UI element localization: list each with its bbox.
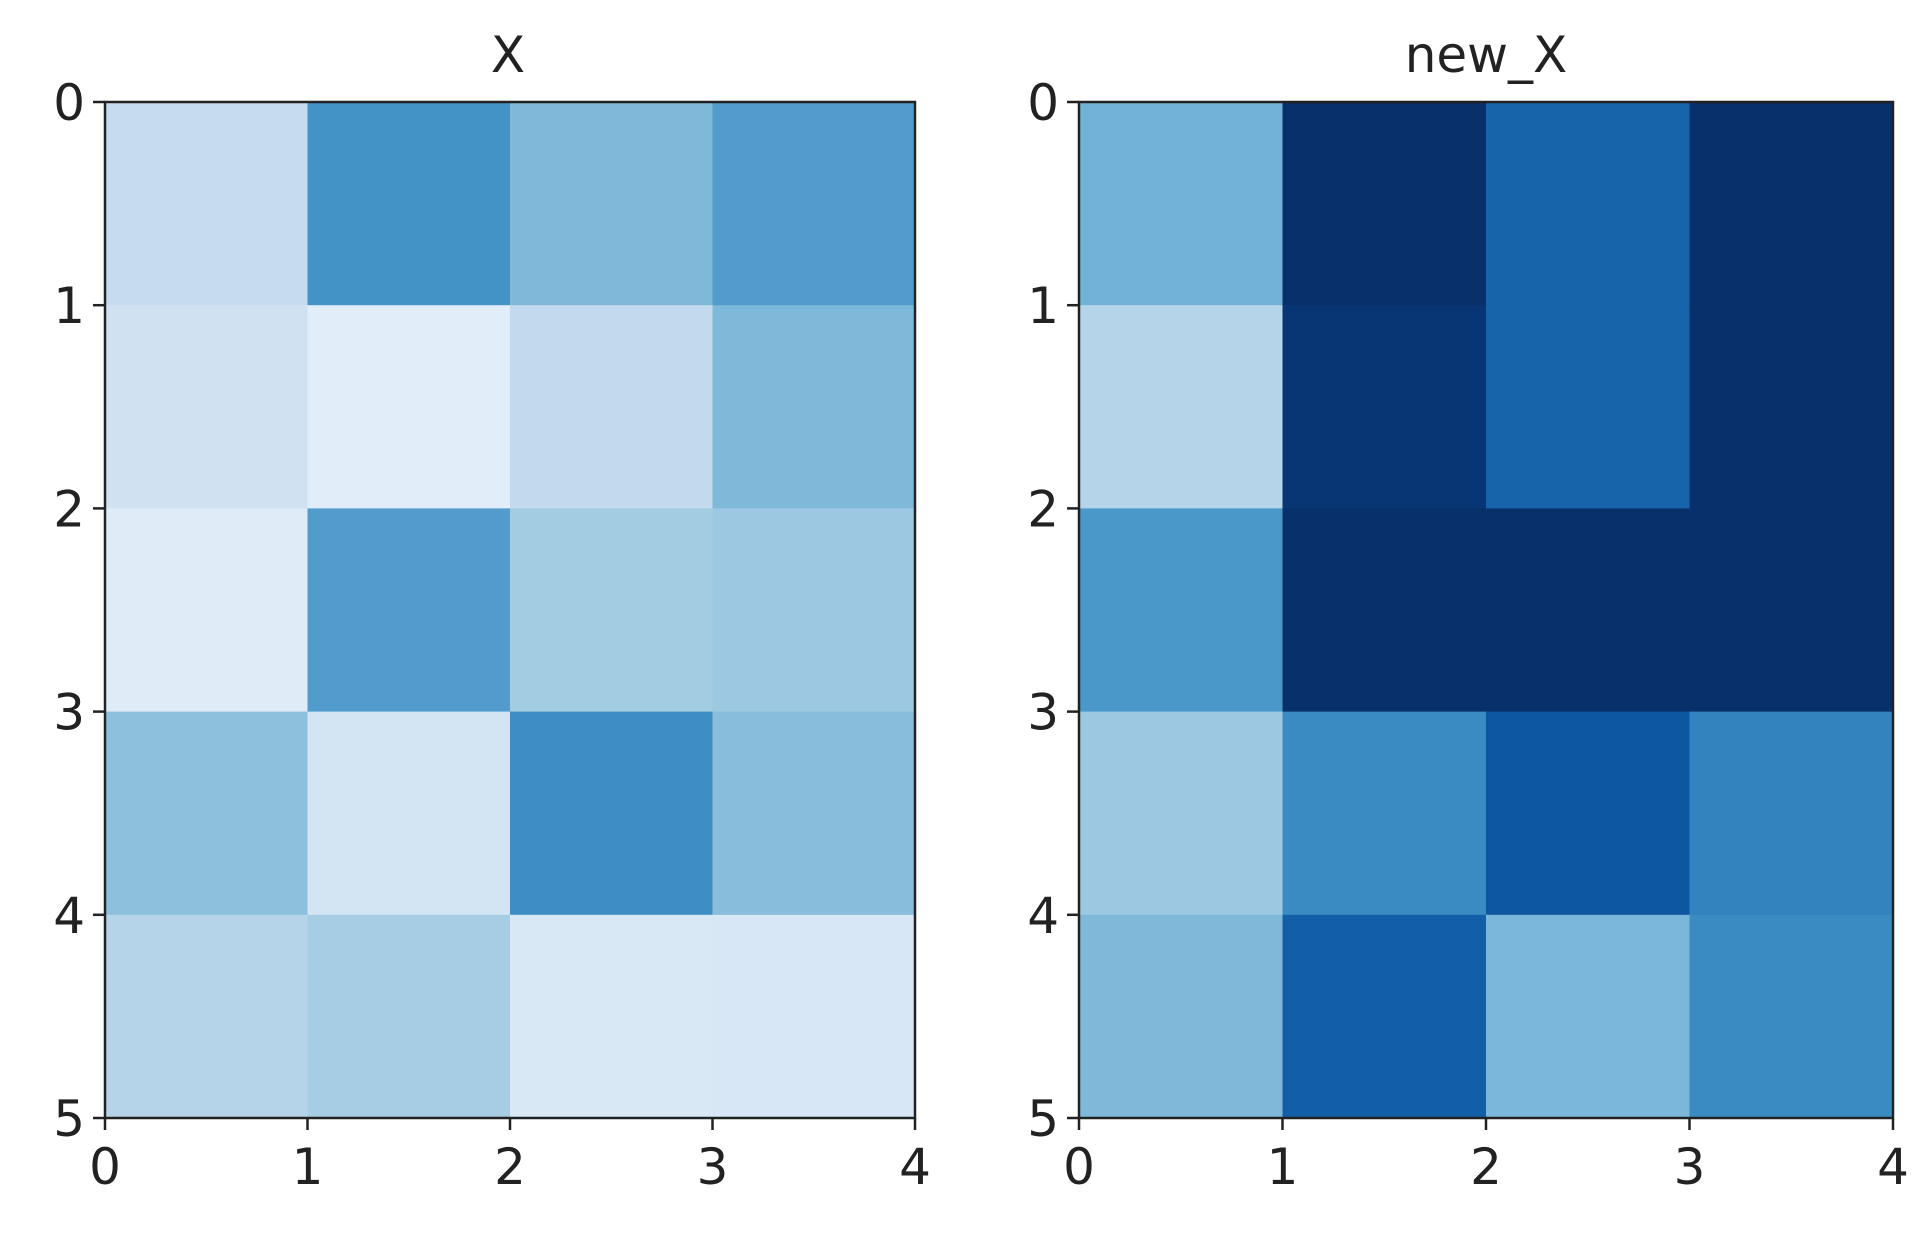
y-tick-label: 3 [53, 684, 85, 742]
heatmap-cell [307, 914, 511, 1119]
y-axis: 0 1 2 3 4 5 [1027, 74, 1079, 1148]
heatmap-cell [1689, 305, 1894, 509]
heatmap-cell [105, 914, 309, 1119]
heatmap-cell [105, 305, 309, 509]
heatmap-cell [1486, 914, 1691, 1119]
heatmap-cell [510, 711, 714, 916]
heatmap-cells [105, 102, 916, 1119]
heatmap-cell [105, 508, 309, 713]
panel-new-x: new_X 0 1 2 3 4 0 1 2 3 4 5 [1027, 26, 1909, 1196]
x-axis: 0 1 2 3 4 [1063, 1118, 1909, 1196]
chart-title: X [491, 26, 525, 84]
y-tick-label: 2 [1027, 480, 1059, 538]
x-tick-label: 2 [494, 1138, 526, 1196]
chart-title: new_X [1405, 26, 1568, 84]
heatmap-cell [1689, 102, 1894, 306]
y-tick-label: 1 [1027, 277, 1059, 335]
y-tick-label: 0 [53, 74, 85, 132]
heatmap-cell [510, 102, 714, 306]
heatmap-cell [105, 711, 309, 916]
heatmap-cell [510, 914, 714, 1119]
x-tick-label: 3 [1674, 1138, 1706, 1196]
heatmap-cell [1689, 914, 1894, 1119]
heatmap-cell [1079, 914, 1284, 1119]
heatmap-cell [1486, 508, 1691, 713]
x-tick-label: 0 [1063, 1138, 1095, 1196]
x-tick-label: 0 [89, 1138, 121, 1196]
y-tick-label: 2 [53, 480, 85, 538]
heatmap-cell [712, 508, 916, 713]
heatmap-cell [307, 102, 511, 306]
x-tick-label: 1 [1267, 1138, 1299, 1196]
heatmap-cell [1079, 508, 1284, 713]
heatmap-cell [1282, 305, 1487, 509]
heatmap-cell [712, 102, 916, 306]
y-tick-label: 0 [1027, 74, 1059, 132]
y-axis: 0 1 2 3 4 5 [53, 74, 105, 1148]
heatmap-cell [1079, 711, 1284, 916]
heatmap-cell [1079, 102, 1284, 306]
x-tick-label: 4 [1877, 1138, 1909, 1196]
heatmap-cell [307, 711, 511, 916]
heatmap-cell [307, 305, 511, 509]
y-tick-label: 4 [53, 887, 85, 945]
heatmap-cell [712, 711, 916, 916]
heatmap-cell [510, 508, 714, 713]
y-tick-label: 5 [1027, 1090, 1059, 1148]
y-tick-label: 5 [53, 1090, 85, 1148]
y-tick-label: 3 [1027, 684, 1059, 742]
heatmap-cell [510, 305, 714, 509]
heatmap-cell [307, 508, 511, 713]
heatmap-cell [1689, 508, 1894, 713]
heatmap-cell [1282, 711, 1487, 916]
axes-frame [103, 100, 917, 1120]
heatmap-cell [712, 914, 916, 1119]
heatmap-cells [1079, 102, 1894, 1119]
heatmap-cell [105, 102, 309, 306]
x-tick-label: 2 [1470, 1138, 1502, 1196]
axes-frame [1077, 100, 1895, 1120]
panel-x: X 0 1 2 3 4 0 1 2 3 4 5 [53, 26, 931, 1196]
heatmap-cell [1689, 711, 1894, 916]
heatmap-cell [1282, 914, 1487, 1119]
heatmap-cell [1079, 305, 1284, 509]
heatmap-cell [712, 305, 916, 509]
y-tick-label: 4 [1027, 887, 1059, 945]
heatmap-cell [1486, 305, 1691, 509]
x-tick-label: 1 [292, 1138, 324, 1196]
x-tick-label: 3 [697, 1138, 729, 1196]
x-axis: 0 1 2 3 4 [89, 1118, 931, 1196]
y-tick-label: 1 [53, 277, 85, 335]
heatmap-cell [1486, 711, 1691, 916]
heatmap-cell [1486, 102, 1691, 306]
heatmap-cell [1282, 102, 1487, 306]
x-tick-label: 4 [899, 1138, 931, 1196]
heatmap-cell [1282, 508, 1487, 713]
